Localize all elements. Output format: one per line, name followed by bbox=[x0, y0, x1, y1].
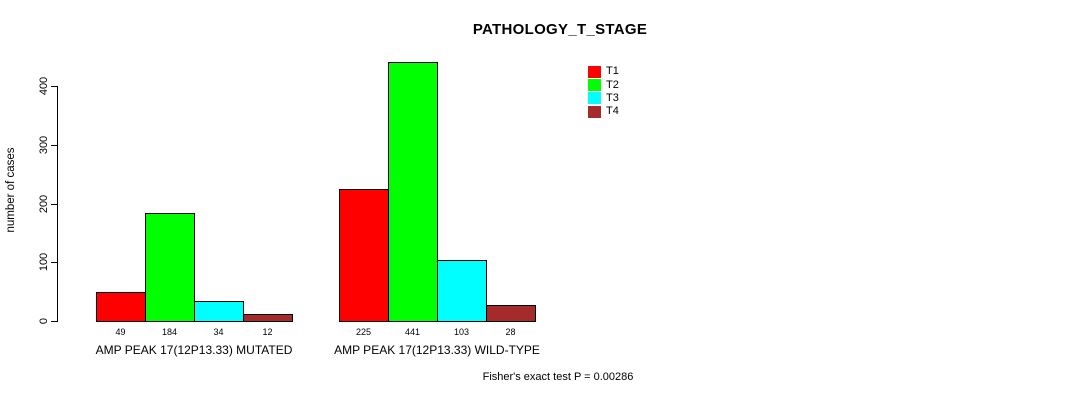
y-axis-line bbox=[57, 86, 58, 322]
legend-item: T1 bbox=[588, 65, 619, 78]
group-label: AMP PEAK 17(12P13.33) MUTATED bbox=[95, 343, 293, 357]
bar bbox=[145, 212, 195, 322]
y-tick-label: 0 bbox=[38, 317, 50, 325]
legend-swatch-icon bbox=[588, 65, 601, 78]
y-axis-title: number of cases bbox=[5, 147, 17, 233]
bar-count-label: 34 bbox=[213, 327, 224, 337]
legend-item: T4 bbox=[588, 105, 619, 118]
legend-swatch-icon bbox=[588, 92, 601, 105]
y-tick-label: 200 bbox=[38, 194, 50, 213]
bar-count-label: 225 bbox=[355, 327, 372, 337]
annotation-text: Fisher's exact test P = 0.00286 bbox=[482, 371, 634, 383]
bar-count-label: 184 bbox=[161, 327, 178, 337]
legend-label: T3 bbox=[606, 91, 619, 104]
bar bbox=[388, 61, 438, 322]
y-tick bbox=[51, 203, 57, 205]
group-label: AMP PEAK 17(12P13.33) WILD-TYPE bbox=[334, 343, 540, 357]
bar bbox=[243, 313, 293, 322]
y-tick bbox=[51, 321, 57, 322]
legend-swatch-icon bbox=[588, 105, 601, 118]
bar-count-label: 12 bbox=[262, 327, 273, 337]
legend-swatch-icon bbox=[588, 79, 601, 92]
y-tick bbox=[51, 144, 57, 146]
y-tick bbox=[51, 86, 57, 87]
y-tick-label: 300 bbox=[38, 135, 50, 154]
y-tick bbox=[51, 262, 57, 264]
bar-count-label: 103 bbox=[453, 327, 470, 337]
legend-label: T1 bbox=[606, 65, 619, 78]
legend: T1 T2 T3 T4 bbox=[588, 65, 619, 119]
bar bbox=[339, 188, 389, 322]
bar bbox=[194, 301, 244, 322]
bar-count-label: 28 bbox=[505, 327, 516, 337]
bar bbox=[96, 292, 146, 322]
legend-item: T2 bbox=[588, 78, 619, 92]
legend-label: T4 bbox=[606, 105, 619, 118]
chart-title: PATHOLOGY_T_STAGE bbox=[472, 21, 648, 38]
y-tick-label: 100 bbox=[38, 253, 50, 272]
bar bbox=[486, 304, 536, 322]
bar-count-label: 49 bbox=[115, 327, 126, 337]
legend-item: T3 bbox=[588, 92, 619, 105]
bar-count-label: 441 bbox=[404, 327, 421, 337]
bar bbox=[437, 260, 487, 322]
y-tick-label: 400 bbox=[38, 76, 50, 96]
legend-label: T2 bbox=[606, 78, 619, 91]
